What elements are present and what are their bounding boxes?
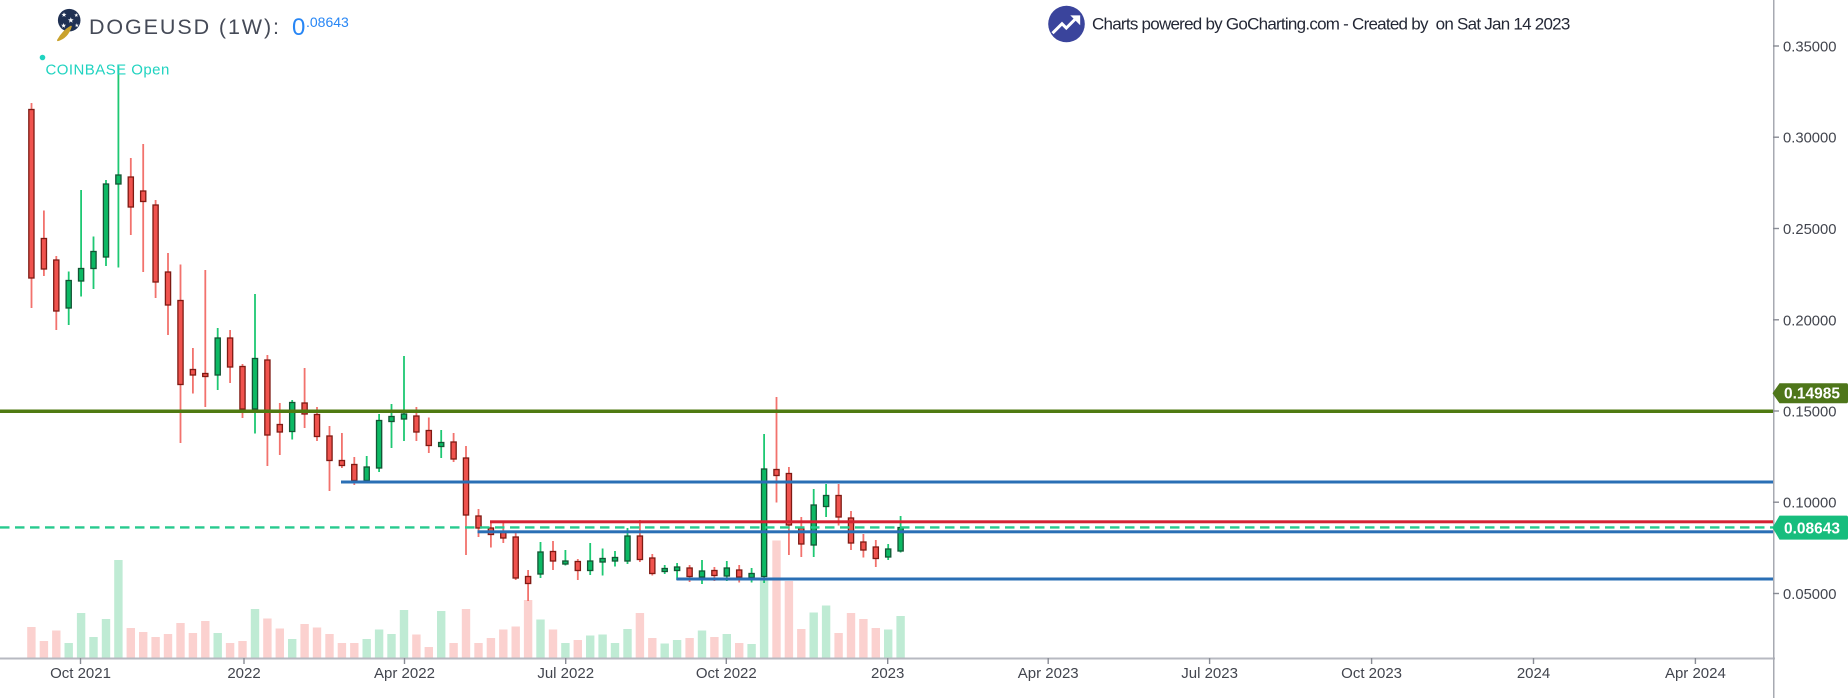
svg-text:Jul 2022: Jul 2022 — [537, 665, 594, 682]
svg-text:2022: 2022 — [227, 665, 260, 682]
svg-text:0.14985: 0.14985 — [1784, 386, 1840, 403]
svg-text:0.15000: 0.15000 — [1783, 405, 1837, 421]
svg-text:Oct 2023: Oct 2023 — [1341, 665, 1402, 682]
svg-text:0.08643: 0.08643 — [1784, 520, 1840, 537]
svg-text:DOGEUSD (1W):: DOGEUSD (1W): — [89, 15, 281, 39]
svg-text:Jul 2023: Jul 2023 — [1181, 665, 1238, 682]
svg-text:2023: 2023 — [871, 665, 904, 682]
svg-text:0.35000: 0.35000 — [1783, 40, 1837, 56]
svg-text:Apr 2024: Apr 2024 — [1665, 665, 1726, 682]
svg-text:Apr 2022: Apr 2022 — [374, 665, 435, 682]
svg-text:2024: 2024 — [1517, 665, 1550, 682]
svg-text:0.25000: 0.25000 — [1783, 222, 1837, 238]
svg-text:0.20000: 0.20000 — [1783, 313, 1837, 329]
svg-text:Apr 2023: Apr 2023 — [1018, 665, 1079, 682]
svg-text:Oct 2022: Oct 2022 — [696, 665, 757, 682]
svg-text:0: 0 — [292, 14, 305, 41]
svg-text:Oct 2021: Oct 2021 — [50, 665, 111, 682]
svg-text:.08643: .08643 — [306, 14, 349, 30]
svg-text:0.05000: 0.05000 — [1783, 587, 1837, 603]
svg-text:Charts powered by GoCharting.c: Charts powered by GoCharting.com - Creat… — [1092, 15, 1570, 34]
svg-text:0.30000: 0.30000 — [1783, 131, 1837, 147]
svg-text:COINBASE Open: COINBASE Open — [46, 62, 170, 79]
svg-text:0.10000: 0.10000 — [1783, 496, 1837, 512]
